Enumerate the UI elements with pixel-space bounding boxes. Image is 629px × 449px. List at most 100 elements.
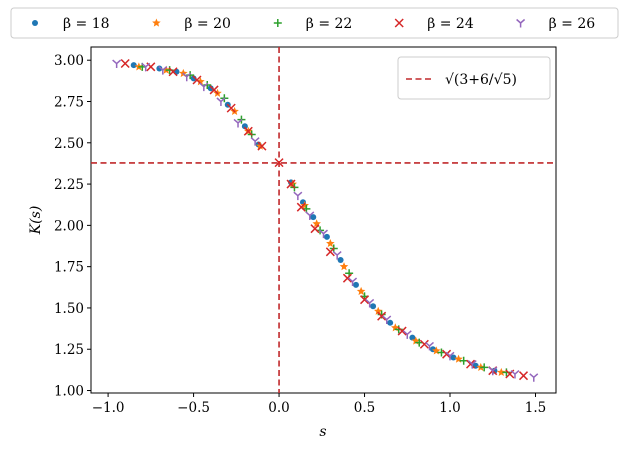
marker-plus: [273, 19, 282, 27]
data-point: [182, 72, 192, 82]
marker-tri: [305, 211, 315, 220]
marker-dot: [450, 354, 457, 361]
marker-tri: [365, 298, 375, 308]
data-points: [112, 58, 539, 382]
data-point: [397, 326, 407, 336]
data-point: [419, 339, 429, 349]
data-point: [337, 257, 344, 264]
data-point: [529, 373, 539, 382]
series-3: [120, 58, 529, 381]
legend-label: β = 18: [63, 16, 110, 32]
marker-tri: [332, 251, 342, 260]
marker-dot: [387, 319, 394, 326]
data-point: [339, 262, 349, 271]
marker-x: [325, 247, 335, 257]
data-point: [465, 359, 476, 369]
marker-star: [196, 77, 205, 86]
legend-label: β = 20: [184, 16, 231, 32]
marker-tri: [529, 373, 539, 382]
marker-star: [326, 239, 335, 248]
legend-label: β = 22: [306, 16, 353, 32]
x-tick-label: 1.5: [525, 400, 546, 416]
data-point: [196, 77, 205, 86]
data-point: [373, 306, 383, 315]
marker-dot: [370, 303, 377, 310]
marker-tri: [216, 97, 226, 107]
y-tick-label: 1.00: [54, 384, 84, 400]
marker-tri: [467, 360, 477, 369]
legend-marker: [273, 19, 282, 27]
marker-dot: [337, 257, 344, 264]
marker-x: [226, 103, 236, 113]
marker-tri: [112, 59, 122, 69]
marker-dot: [156, 65, 163, 72]
y-tick-label: 1.25: [54, 342, 84, 358]
data-point: [445, 351, 455, 361]
legend-marker: [32, 20, 38, 26]
legend-reference: √(3+6/√5): [397, 56, 551, 100]
marker-star: [255, 141, 265, 150]
data-point: [243, 126, 253, 136]
data-point: [480, 363, 489, 372]
marker-tri: [424, 341, 434, 351]
y-tick-label: 1.50: [54, 301, 84, 317]
data-point: [467, 360, 477, 369]
y-tick-label: 2.00: [54, 218, 84, 234]
data-point: [356, 286, 366, 296]
data-point: [518, 371, 529, 381]
marker-dot: [352, 281, 359, 288]
data-point: [296, 202, 306, 212]
marker-x: [120, 58, 130, 69]
x-tick-label: 0.0: [268, 400, 289, 416]
data-point: [370, 303, 377, 310]
marker-dot: [241, 123, 248, 130]
legend-marker: [394, 18, 404, 28]
data-point: [168, 67, 178, 77]
data-point: [257, 141, 267, 151]
axis-ticks: −1.0 −0.5 0.0 0.5 1.0 1.5 1.00 1.25 1.50 1.75 2.00…: [54, 53, 546, 416]
marker-tri: [319, 229, 328, 239]
reference-legend-label: √(3+6/√5): [445, 72, 517, 88]
data-point: [409, 334, 416, 341]
data-point: [359, 295, 370, 305]
marker-x: [243, 126, 253, 136]
legend-item: β = 20: [152, 16, 231, 32]
marker-x: [465, 359, 476, 369]
marker-tri: [233, 118, 243, 128]
data-point: [325, 247, 335, 257]
data-point: [442, 349, 452, 359]
marker-tri: [158, 66, 168, 75]
legend-marker: [516, 18, 526, 28]
legend-marker: [152, 18, 161, 27]
data-point: [497, 367, 506, 376]
series-1: [134, 62, 506, 376]
marker-star: [373, 306, 383, 315]
data-point: [120, 58, 130, 69]
marker-star: [497, 367, 506, 376]
marker-x: [310, 224, 320, 234]
y-tick-label: 2.25: [54, 177, 84, 193]
data-point: [310, 224, 320, 234]
y-tick-label: 3.00: [54, 53, 84, 69]
marker-x: [377, 311, 387, 321]
data-point: [510, 369, 520, 379]
marker-tri: [445, 351, 455, 361]
marker-dot: [130, 62, 137, 69]
marker-x: [286, 179, 296, 189]
data-point: [365, 298, 375, 308]
marker-tri: [141, 62, 151, 72]
marker-tri: [402, 330, 412, 339]
marker-x: [296, 202, 306, 212]
data-point: [319, 229, 328, 239]
x-tick-label: 1.0: [439, 400, 460, 416]
marker-tri: [510, 369, 520, 379]
y-tick-label: 2.50: [54, 136, 84, 152]
x-axis-label: s: [319, 424, 326, 440]
data-point: [377, 311, 387, 321]
legend-item: β = 18: [32, 16, 110, 32]
marker-tri: [250, 137, 260, 146]
data-point: [310, 214, 317, 221]
marker-x: [359, 295, 370, 305]
data-point: [424, 341, 434, 351]
data-point: [402, 330, 412, 339]
